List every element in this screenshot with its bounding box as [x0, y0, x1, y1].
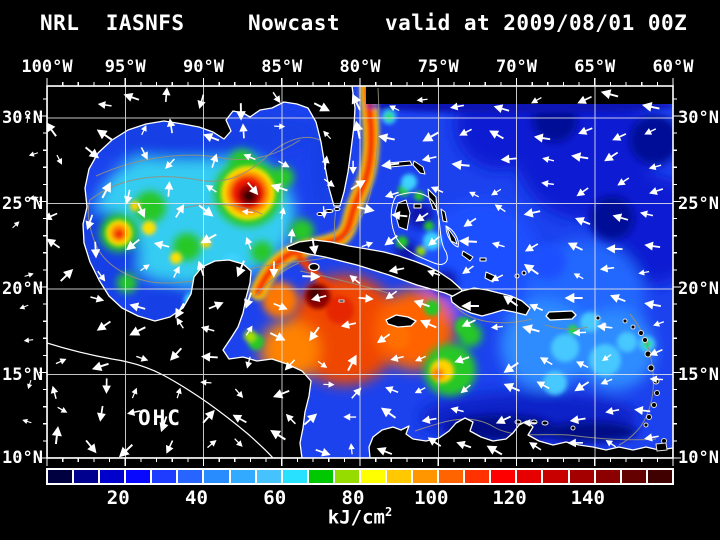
axis-label-lat-left: 20°N: [2, 279, 43, 299]
colorbar-cell: [491, 470, 516, 483]
field-name-label: OHC: [138, 406, 182, 430]
colorbar-cell: [204, 470, 229, 483]
colorbar-cell: [360, 470, 386, 483]
colorbar-unit: kJ/cm2: [327, 505, 393, 529]
title-product: Nowcast: [248, 11, 341, 35]
colorbar: [46, 468, 674, 485]
axis-label-top: 90°W: [183, 57, 224, 77]
axis-label-top: 85°W: [261, 57, 303, 77]
axis-label-lat-right: 25°N: [678, 193, 719, 214]
colorbar-tick-label: 120: [492, 487, 527, 509]
vector-arrow: [24, 337, 34, 344]
pacific-coastline: [47, 342, 274, 458]
colorbar-cell: [100, 470, 125, 483]
colorbar-cell: [282, 470, 307, 483]
axis-label-top: 100°W: [21, 57, 73, 77]
axis-ticks: [39, 78, 681, 466]
colorbar-cell: [465, 470, 490, 483]
land-jamaica: [385, 314, 417, 328]
colorbar-tick-label: 20: [106, 487, 130, 509]
colorbar-cell: [334, 470, 359, 483]
axis-label-lat-left: 30°N: [2, 108, 43, 128]
colorbar-cell: [256, 470, 281, 483]
ohc-field-detail: [106, 86, 673, 395]
colorbar-tick-label: 80: [341, 487, 365, 509]
colorbar-cell: [439, 470, 464, 483]
map-interior: [47, 86, 673, 458]
title-validtime: valid at 2009/08/01 00Z: [385, 11, 688, 35]
colorbar-tick-label: 40: [185, 487, 208, 509]
colorbar-tick-label: 140: [570, 487, 605, 509]
vector-arrow: [10, 220, 21, 230]
colorbar-tick-label: 100: [414, 487, 449, 509]
vector-arrow: [22, 418, 33, 425]
colorbar-cell: [152, 470, 177, 483]
colorbar-cell: [74, 470, 99, 483]
vector-arrow: [19, 302, 30, 311]
colorbar-cell: [595, 470, 620, 483]
axis-label-top: 95°W: [104, 57, 146, 77]
axis-label-top: 60°W: [652, 57, 694, 77]
vector-arrow: [23, 271, 34, 279]
colorbar-cell: [517, 470, 542, 483]
colorbar-tick-label: 60: [263, 487, 287, 509]
land-masses: [47, 86, 673, 458]
axis-label-lat-right: 15°N: [678, 364, 719, 385]
colorbar-cell: [569, 470, 594, 483]
land-north-central-america: [47, 86, 356, 458]
colorbar-cell: [48, 470, 73, 483]
land-isle-of-youth: [308, 262, 320, 272]
colorbar-cell: [413, 470, 438, 483]
axis-label-top: 65°W: [574, 57, 616, 77]
colorbar-cell: [543, 470, 568, 483]
colorbar-cell: [230, 470, 255, 483]
axis-label-top: 70°W: [496, 57, 537, 77]
land-south-america: [368, 417, 673, 458]
axis-label-lat-left: 15°N: [2, 364, 43, 385]
axis-label-top: 75°W: [417, 57, 459, 77]
land-puerto-rico: [545, 310, 577, 321]
colorbar-cell: [178, 470, 203, 483]
colorbar-cell: [621, 470, 646, 483]
colorbar-cell: [308, 470, 333, 483]
colorbar-cell: [126, 470, 151, 483]
no-data-band: [366, 86, 673, 104]
vector-arrow: [28, 150, 40, 158]
colorbar-cell: [387, 470, 412, 483]
axis-label-lat-left: 25°N: [2, 193, 43, 214]
axis-label-top: 80°W: [339, 57, 381, 77]
axis-label-lat-right: 20°N: [678, 279, 719, 299]
title-model: NRL IASNFS: [40, 11, 185, 35]
axis-label-lat-right: 10°N: [678, 448, 719, 468]
lat-lon-gridlines: [47, 86, 673, 458]
axis-label-lat-left: 10°N: [2, 448, 43, 468]
axis-label-lat-right: 30°N: [678, 108, 719, 128]
colorbar-cell: [647, 470, 672, 483]
